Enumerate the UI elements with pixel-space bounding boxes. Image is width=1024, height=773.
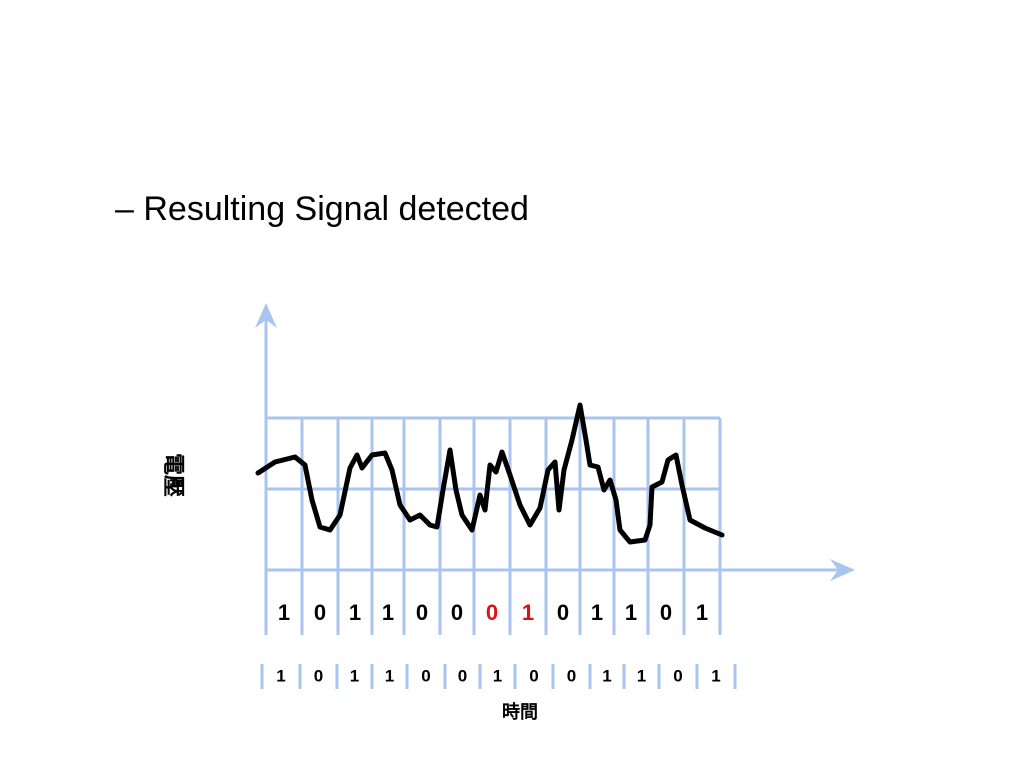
received-bit: 0 <box>416 600 428 625</box>
received-bit: 0 <box>660 600 672 625</box>
received-bit: 0 <box>486 600 498 625</box>
received-bit: 1 <box>625 600 637 625</box>
x-arrow <box>830 559 855 581</box>
sent-bit: 0 <box>458 666 467 685</box>
received-bit: 1 <box>522 600 534 625</box>
bullet: – Resulting Signal detected <box>115 190 529 228</box>
sent-bit: 0 <box>421 666 430 685</box>
y-axis-label: 電壓 <box>161 453 186 497</box>
received-bit: 1 <box>349 600 361 625</box>
grid <box>264 318 842 635</box>
received-bit: 0 <box>557 600 569 625</box>
x-axis-label: 時間 <box>502 702 538 722</box>
sent-bit: 1 <box>385 666 394 685</box>
sent-bit: 1 <box>493 666 502 685</box>
sent-bit: 1 <box>711 666 720 685</box>
sent-bit: 0 <box>673 666 682 685</box>
sent-bit: 1 <box>637 666 646 685</box>
received-bit: 0 <box>451 600 463 625</box>
columns <box>300 418 722 635</box>
sent-bit: 0 <box>314 666 323 685</box>
received-bit: 1 <box>278 600 290 625</box>
sent-bit: 0 <box>567 666 576 685</box>
sent-bit: 1 <box>602 666 611 685</box>
sent-bit: 1 <box>350 666 359 685</box>
received-bit: 1 <box>382 600 394 625</box>
sent-bit: 0 <box>529 666 538 685</box>
waveform <box>255 402 725 545</box>
received-bit: 0 <box>314 600 326 625</box>
bottom-separators <box>260 664 737 689</box>
y-arrow <box>255 303 277 328</box>
received-bit: 1 <box>591 600 603 625</box>
sent-bit: 1 <box>276 666 285 685</box>
received-bit: 1 <box>696 600 708 625</box>
